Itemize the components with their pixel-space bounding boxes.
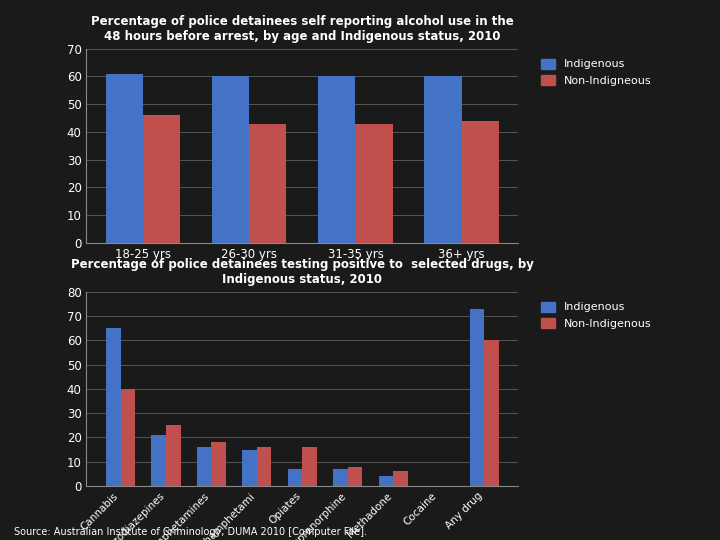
Bar — [318, 76, 356, 243]
Bar — [257, 447, 271, 486]
Bar — [348, 467, 362, 486]
Legend: Indigenous, Non-Indigneous: Indigenous, Non-Indigneous — [537, 54, 656, 90]
Bar — [106, 328, 120, 486]
Bar — [425, 76, 462, 243]
Bar — [151, 435, 166, 486]
Legend: Indigenous, Non-Indigenous: Indigenous, Non-Indigenous — [537, 297, 656, 333]
Bar — [469, 309, 485, 486]
Title: Percentage of police detainees testing positive to  selected drugs, by
Indigenou: Percentage of police detainees testing p… — [71, 258, 534, 286]
Bar — [243, 449, 257, 486]
Text: Source: Australian Institute of Criminology, DUMA 2010 [Computer File].: Source: Australian Institute of Criminol… — [14, 527, 367, 537]
Bar — [106, 73, 143, 243]
Bar — [302, 447, 317, 486]
Bar — [249, 124, 287, 243]
Bar — [212, 442, 226, 486]
Bar — [212, 76, 249, 243]
Bar — [143, 115, 180, 243]
Bar — [197, 447, 212, 486]
Bar — [333, 469, 348, 486]
Bar — [379, 476, 393, 486]
Bar — [166, 426, 181, 486]
Bar — [120, 389, 135, 486]
Bar — [288, 469, 302, 486]
Bar — [356, 124, 392, 243]
Bar — [485, 340, 499, 486]
Bar — [462, 121, 499, 243]
Title: Percentage of police detainees self reporting alcohol use in the
48 hours before: Percentage of police detainees self repo… — [91, 15, 514, 43]
Bar — [393, 471, 408, 486]
